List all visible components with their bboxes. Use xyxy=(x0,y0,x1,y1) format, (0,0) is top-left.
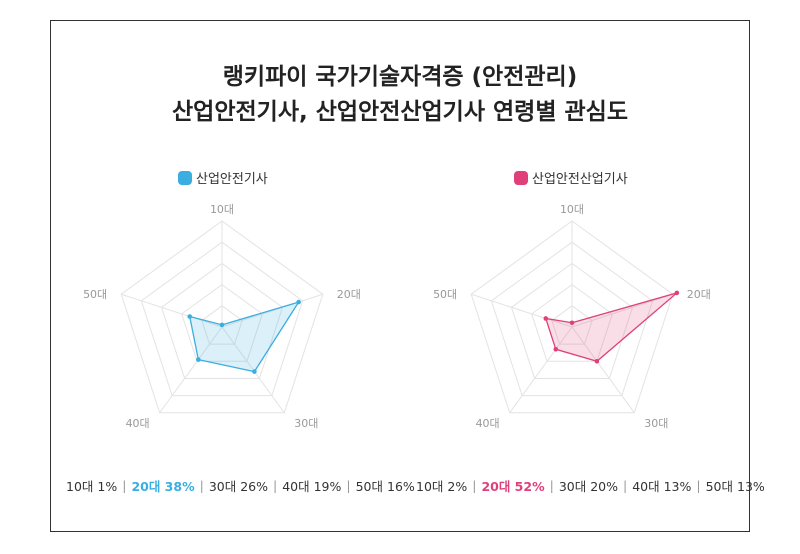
grid-spoke xyxy=(571,293,673,328)
axis-label-40대: 40대 xyxy=(476,417,500,430)
data-point-30대 xyxy=(594,359,600,364)
series-area xyxy=(188,300,301,373)
legend-series-2: 산업안전산업기사 xyxy=(514,168,628,187)
grid-ring xyxy=(470,220,674,414)
axis-label-50대: 50대 xyxy=(433,288,457,301)
data-point-20대 xyxy=(296,299,301,305)
stats-separator: | xyxy=(549,478,554,493)
stat-item: 20대 52% xyxy=(481,479,545,494)
stat-item: 30대 20% xyxy=(558,479,618,494)
stat-item: 10대 2% xyxy=(416,479,468,494)
stats-separator: | xyxy=(346,478,351,493)
data-point-10대 xyxy=(219,322,225,328)
grid-ring xyxy=(140,241,304,397)
grid-spoke xyxy=(571,326,635,414)
stats-line-2: 10대 2% | 20대 52% | 30대 20% | 40대 13% | 50대 13% xyxy=(416,476,765,495)
stats-separator: | xyxy=(199,478,204,493)
stat-item: 40대 13% xyxy=(632,479,692,494)
stats-separator: | xyxy=(696,478,701,493)
stats-separator: | xyxy=(472,478,477,493)
data-point-40대 xyxy=(196,357,201,362)
grid-spoke xyxy=(159,326,223,414)
stats-separator: | xyxy=(273,478,278,493)
data-point-40대 xyxy=(553,346,559,352)
grid-ring xyxy=(160,262,284,379)
stats-separator: | xyxy=(623,478,628,493)
legend-label-2: 산업안전산업기사 xyxy=(532,172,628,187)
legend-series-1: 산업안전기사 xyxy=(178,168,268,187)
grid-spoke xyxy=(121,293,223,328)
grid-ring xyxy=(181,283,263,362)
data-point-20대 xyxy=(674,290,680,296)
grid-ring xyxy=(510,262,634,379)
chart-title-line2: 산업안전기사, 산업안전산업기사 연령별 관심도 xyxy=(172,99,628,125)
series-area xyxy=(544,292,678,363)
stat-item: 10대 1% xyxy=(66,479,118,494)
stat-item: 50대 16% xyxy=(355,479,415,494)
stat-item: 30대 26% xyxy=(208,479,268,494)
stat-item: 50대 13% xyxy=(705,479,765,494)
data-point-30대 xyxy=(252,369,257,374)
legend-swatch-1 xyxy=(178,170,192,185)
stat-item: 20대 38% xyxy=(131,479,195,494)
data-point-50대 xyxy=(187,314,193,319)
axis-label-20대: 20대 xyxy=(337,288,361,301)
chart-title-line1: 랭키파이 국가기술자격증 (안전관리) xyxy=(222,64,578,90)
grid-ring xyxy=(490,241,654,397)
legend-label-1: 산업안전기사 xyxy=(196,172,268,187)
data-point-50대 xyxy=(543,316,549,321)
axis-label-30대: 30대 xyxy=(294,417,318,430)
data-point-10대 xyxy=(569,320,575,326)
axis-label-50대: 50대 xyxy=(83,288,107,301)
axis-label-10대: 10대 xyxy=(210,203,234,216)
stats-line-1: 10대 1% | 20대 38% | 30대 26% | 40대 19% | 50대 16% xyxy=(66,476,415,495)
stats-separator: | xyxy=(122,478,127,493)
chart-frame xyxy=(50,20,750,532)
axis-label-10대: 10대 xyxy=(560,203,584,216)
axis-label-30대: 30대 xyxy=(644,417,668,430)
grid-spoke xyxy=(509,326,573,414)
stat-item: 40대 19% xyxy=(282,479,342,494)
grid-spoke xyxy=(471,293,573,328)
legend-swatch-2 xyxy=(514,170,528,185)
grid-ring xyxy=(201,305,243,345)
grid-spoke xyxy=(221,293,323,328)
axis-label-40대: 40대 xyxy=(126,417,150,430)
axis-label-20대: 20대 xyxy=(687,288,711,301)
grid-ring xyxy=(120,220,324,414)
grid-ring xyxy=(531,283,613,362)
